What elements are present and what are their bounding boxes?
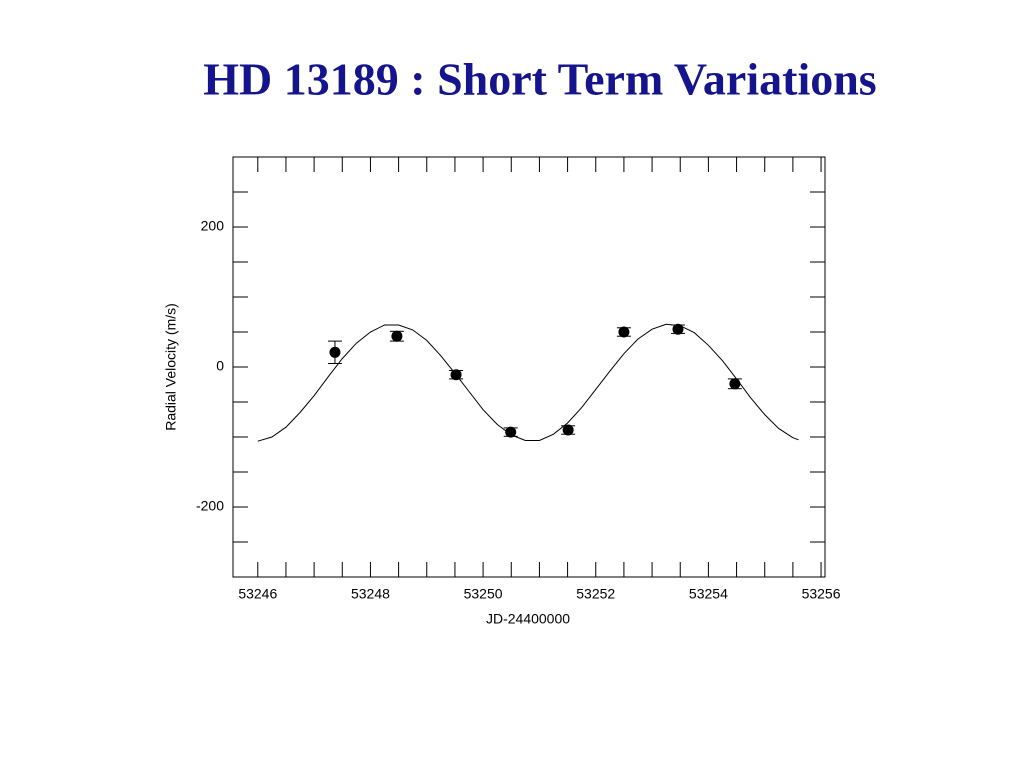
data-point: [450, 369, 462, 381]
x-tick-label: 53254: [689, 586, 728, 602]
data-point: [562, 424, 574, 436]
data-point: [618, 326, 630, 338]
data-point: [391, 330, 403, 342]
plot-frame: [232, 156, 826, 578]
y-tick-label: 200: [201, 218, 225, 234]
x-tick-label: 53250: [464, 586, 503, 602]
x-axis-label: JD-24400000: [486, 611, 570, 627]
x-tick-label: 53246: [238, 586, 277, 602]
x-tick-label: 53248: [351, 586, 390, 602]
data-point: [505, 426, 517, 438]
x-tick-label: 53256: [802, 586, 841, 602]
y-tick-label: 0: [216, 358, 224, 374]
y-axis-label: Radial Velocity (m/s): [163, 303, 179, 431]
data-point: [672, 323, 684, 335]
slide-title: HD 13189 : Short Term Variations: [203, 54, 876, 105]
data-point: [729, 378, 741, 390]
fit-curve: [257, 323, 799, 442]
x-tick-label: 53252: [576, 586, 615, 602]
y-tick-label: -200: [196, 498, 224, 514]
data-point: [329, 346, 341, 358]
